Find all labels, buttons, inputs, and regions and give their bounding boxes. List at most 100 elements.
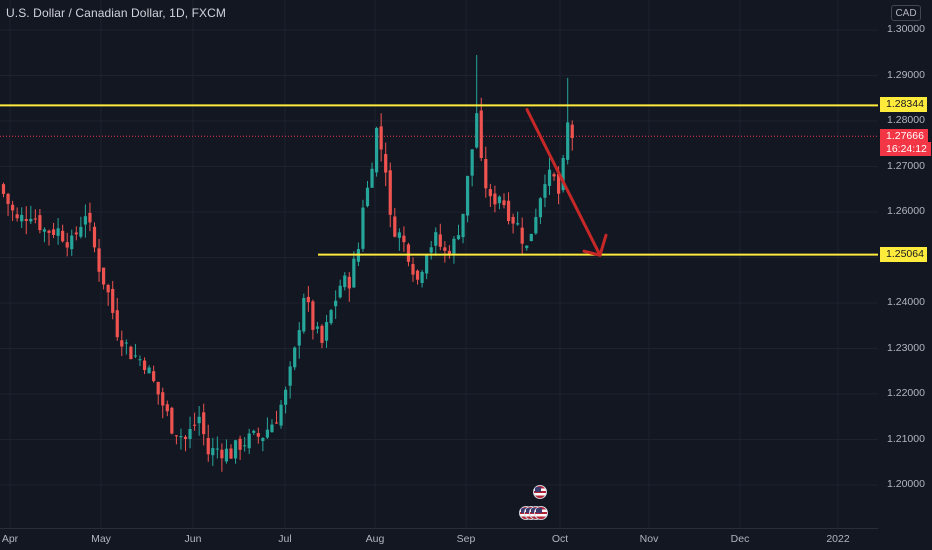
candle-body (334, 300, 338, 307)
candle-body (233, 440, 238, 459)
currency-button[interactable]: CAD (891, 5, 921, 21)
candle-body (315, 326, 320, 329)
candle-body (361, 207, 365, 249)
candle-body (65, 242, 69, 248)
candle-body (411, 264, 415, 275)
candle-body (329, 310, 333, 324)
candle-body (265, 429, 269, 438)
candle-body (456, 235, 461, 240)
candle-body (347, 276, 351, 289)
candle-body (434, 232, 438, 246)
us-flag-event-icon[interactable] (533, 485, 547, 499)
candle-body (88, 212, 92, 223)
candle-body (83, 216, 87, 225)
candle-body (279, 404, 283, 426)
candle-body (70, 235, 74, 250)
candle-body (211, 448, 215, 456)
month-label: Sep (456, 533, 476, 545)
candle-body (529, 233, 533, 242)
candle-body (29, 218, 33, 222)
candle-body (493, 193, 497, 205)
resistance-price-label: 1.28344 (880, 97, 927, 112)
candle-body (538, 198, 542, 218)
countdown-label: 16:24:12 (880, 142, 931, 156)
price-tick-label: 1.27000 (887, 159, 925, 172)
candle-body (202, 412, 206, 435)
candle-body (106, 285, 110, 293)
candles (1, 55, 574, 472)
candle-body (188, 428, 192, 439)
price-axis[interactable] (878, 0, 932, 550)
candlestick-chart[interactable] (0, 0, 878, 528)
candle-body (129, 346, 133, 360)
month-label: Oct (551, 533, 569, 545)
candle-body (74, 232, 78, 235)
last-price-label: 1.27666 (880, 129, 928, 143)
candle-body (256, 433, 260, 437)
candle-body (415, 270, 420, 280)
price-tick-label: 1.23000 (887, 341, 925, 354)
chart-title: U.S. Dollar / Canadian Dollar, 1D, FXCM (6, 6, 226, 20)
candle-body (56, 228, 60, 236)
candle-body (488, 189, 492, 197)
candle-body (24, 219, 28, 221)
candle-body (61, 230, 65, 242)
candle-body (97, 248, 101, 272)
candle-body (516, 223, 520, 225)
candle-body (479, 110, 483, 159)
month-label: May (91, 533, 111, 545)
candle-body (11, 204, 15, 211)
candle-body (306, 296, 310, 303)
month-label: Aug (365, 533, 385, 545)
candle-body (193, 424, 197, 426)
price-tick-label: 1.20000 (887, 478, 925, 490)
candle-body (552, 174, 556, 177)
candle-body (379, 126, 383, 150)
month-label: Jun (184, 533, 202, 545)
candle-body (406, 244, 411, 262)
candle-body (338, 285, 342, 298)
us-flag-event-icon[interactable] (534, 506, 548, 520)
downward-arrow-drawing[interactable] (525, 108, 608, 257)
candle-body (161, 392, 165, 406)
candle-body (520, 227, 524, 244)
candle-body (425, 255, 429, 274)
candle-body (506, 200, 511, 222)
candle-body (206, 437, 210, 455)
candle-body (247, 433, 251, 449)
candle-body (115, 310, 119, 338)
candle-body (224, 448, 229, 462)
candle-body (183, 436, 188, 439)
month-label: Apr (1, 533, 19, 545)
candle-body (1, 184, 6, 194)
candle-body (20, 214, 24, 222)
candle-body (452, 238, 456, 254)
candle-body (384, 154, 388, 173)
candle-body (156, 381, 160, 395)
candle-body (261, 438, 265, 442)
price-tick-label: 1.26000 (887, 205, 925, 217)
candle-body (557, 174, 561, 194)
candle-body (102, 267, 106, 285)
candle-body (220, 449, 224, 459)
horizontal-levels[interactable] (0, 104, 878, 256)
candle-body (215, 448, 219, 450)
candle-body (297, 330, 301, 346)
candle-body (393, 216, 397, 237)
candle-body (443, 247, 447, 251)
candle-body (320, 325, 324, 343)
candle-body (229, 448, 233, 459)
candle-body (402, 235, 406, 243)
candle-body (534, 216, 538, 234)
candle-body (420, 271, 424, 283)
arrow-head[interactable] (582, 233, 608, 257)
arrow-shaft[interactable] (525, 108, 602, 257)
candle-body (120, 340, 124, 347)
candle-body (238, 438, 242, 450)
candle-body (547, 169, 552, 186)
candle-body (302, 297, 306, 332)
price-tick-label: 1.28000 (887, 114, 925, 126)
time-axis[interactable] (0, 528, 878, 550)
candle-body (461, 213, 465, 238)
candle-body (525, 245, 529, 249)
